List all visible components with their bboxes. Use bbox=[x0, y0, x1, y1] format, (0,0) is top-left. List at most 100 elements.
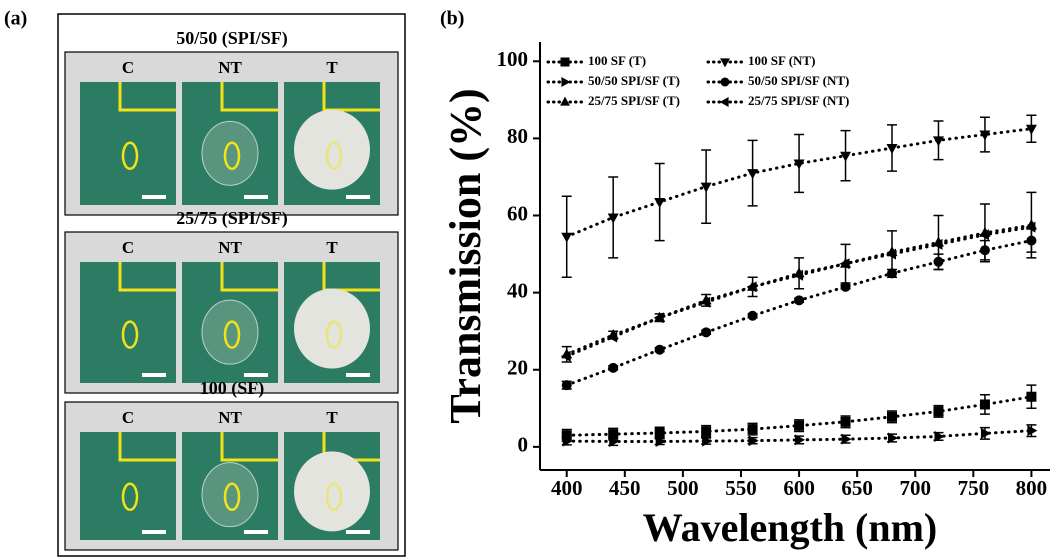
marker bbox=[720, 77, 730, 87]
tape-line bbox=[220, 262, 278, 292]
marker bbox=[886, 248, 897, 260]
legend-label: 50/50 SPI/SF (NT) bbox=[748, 73, 849, 88]
film bbox=[201, 462, 259, 528]
marker bbox=[561, 232, 573, 243]
marker bbox=[609, 435, 620, 447]
marker bbox=[653, 312, 664, 324]
digit-zero bbox=[223, 141, 241, 171]
marker bbox=[932, 136, 944, 147]
x-tick-label: 800 bbox=[1016, 476, 1048, 500]
marker bbox=[978, 229, 989, 241]
x-tick-label: 550 bbox=[725, 476, 757, 500]
film bbox=[201, 120, 259, 186]
legend-label: 100 SF (T) bbox=[588, 53, 646, 68]
x-tick-label: 750 bbox=[958, 476, 990, 500]
x-tick-label: 600 bbox=[783, 476, 815, 500]
marker bbox=[1026, 391, 1037, 402]
x-tick-label: 400 bbox=[551, 476, 583, 500]
group-title: 50/50 (SPI/SF) bbox=[176, 28, 288, 49]
digit-zero bbox=[325, 482, 343, 512]
y-tick-label: 80 bbox=[507, 124, 528, 148]
tape-line bbox=[118, 82, 176, 112]
marker bbox=[608, 429, 619, 440]
digit-zero bbox=[223, 482, 241, 512]
digit-zero bbox=[325, 141, 343, 171]
digit-zero bbox=[121, 141, 139, 171]
legend-label: 25/75 SPI/SF (T) bbox=[588, 93, 680, 108]
marker bbox=[932, 238, 943, 250]
column-label: NT bbox=[218, 58, 242, 77]
column-label: C bbox=[122, 58, 134, 77]
panel-label: (b) bbox=[440, 8, 464, 30]
scale-bar bbox=[346, 373, 370, 377]
marker bbox=[887, 411, 898, 422]
y-tick-label: 60 bbox=[507, 201, 528, 225]
panel-label: (a) bbox=[4, 8, 27, 30]
marker bbox=[794, 295, 805, 306]
tape-line bbox=[322, 82, 380, 112]
marker bbox=[1027, 425, 1038, 437]
marker bbox=[701, 327, 712, 338]
marker bbox=[748, 435, 759, 447]
group-title: 25/75 (SPI/SF) bbox=[176, 208, 288, 229]
y-tick-label: 20 bbox=[507, 356, 528, 380]
marker bbox=[746, 281, 757, 293]
marker bbox=[561, 380, 572, 391]
legend-label: 25/75 SPI/SF (NT) bbox=[748, 93, 849, 108]
legend-label: 100 SF (NT) bbox=[748, 53, 815, 68]
marker bbox=[1025, 221, 1036, 233]
photo bbox=[80, 432, 176, 540]
marker bbox=[562, 435, 573, 447]
marker bbox=[979, 399, 990, 410]
scale-bar bbox=[142, 195, 166, 199]
x-tick-label: 450 bbox=[609, 476, 641, 500]
marker bbox=[561, 430, 572, 441]
digit-zero bbox=[223, 320, 241, 349]
marker bbox=[700, 296, 711, 308]
marker bbox=[701, 426, 712, 437]
scale-bar bbox=[142, 530, 166, 534]
marker bbox=[747, 169, 759, 180]
marker bbox=[607, 331, 618, 343]
marker bbox=[841, 433, 852, 445]
tape-line bbox=[118, 432, 176, 462]
column-label: C bbox=[122, 408, 134, 427]
marker bbox=[608, 362, 619, 373]
scale-bar bbox=[244, 373, 268, 377]
marker bbox=[607, 213, 619, 224]
marker bbox=[840, 281, 851, 292]
series-line bbox=[565, 429, 1033, 443]
marker bbox=[561, 77, 571, 87]
legend-label: 50/50 SPI/SF (T) bbox=[588, 73, 680, 88]
marker bbox=[840, 416, 851, 427]
x-axis-title: Wavelength (nm) bbox=[643, 505, 937, 550]
marker bbox=[560, 57, 570, 67]
digit-zero bbox=[121, 320, 139, 349]
x-tick-label: 700 bbox=[899, 476, 931, 500]
film bbox=[294, 109, 370, 190]
marker bbox=[980, 427, 991, 439]
column-label: T bbox=[326, 238, 338, 257]
marker bbox=[886, 144, 898, 155]
series-line bbox=[565, 225, 1033, 358]
y-tick-label: 40 bbox=[507, 278, 528, 302]
marker bbox=[654, 198, 666, 209]
column-label: C bbox=[122, 238, 134, 257]
marker bbox=[934, 430, 945, 442]
column-label: NT bbox=[218, 408, 242, 427]
marker bbox=[979, 130, 991, 141]
film bbox=[294, 451, 370, 532]
marker bbox=[1025, 124, 1037, 135]
y-tick-label: 100 bbox=[497, 47, 529, 71]
series-line bbox=[565, 223, 1033, 356]
tape-line bbox=[118, 262, 176, 292]
group-title: 100 (SF) bbox=[200, 378, 265, 399]
scale-bar bbox=[346, 530, 370, 534]
marker bbox=[719, 97, 729, 107]
marker bbox=[702, 435, 713, 447]
marker bbox=[655, 435, 666, 447]
marker bbox=[747, 310, 758, 321]
marker bbox=[933, 406, 944, 417]
marker bbox=[794, 420, 805, 431]
marker bbox=[840, 151, 852, 162]
